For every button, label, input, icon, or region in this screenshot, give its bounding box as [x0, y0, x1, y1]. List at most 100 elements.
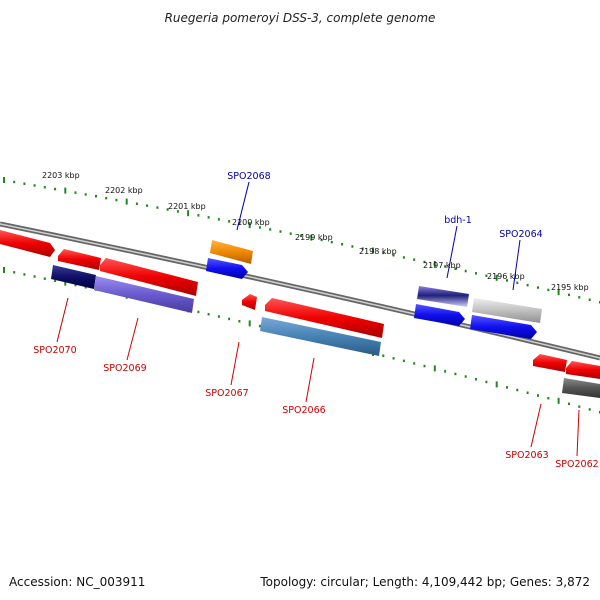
minor-tick [588, 298, 591, 301]
minor-tick [176, 210, 179, 213]
minor-tick [217, 218, 220, 221]
label-leader-lines [56, 181, 580, 457]
major-tick [433, 261, 436, 267]
gene-arrow[interactable] [100, 258, 198, 296]
scale-label: 2202 kbp [105, 186, 143, 195]
backbone-highlight [0, 223, 600, 359]
minor-tick [485, 274, 488, 277]
leader-line [530, 403, 542, 448]
gene-label-spo2068[interactable]: SPO2068 [227, 171, 270, 182]
minor-tick [156, 206, 159, 209]
forward-tick-track [3, 177, 600, 304]
minor-tick [506, 386, 508, 389]
leader-line [230, 341, 240, 386]
minor-tick [166, 208, 169, 211]
minor-tick [228, 317, 231, 321]
major-tick [557, 289, 560, 296]
minor-tick [320, 238, 323, 242]
gene-label-spo2063[interactable]: SPO2063 [505, 450, 548, 461]
minor-tick [330, 240, 333, 244]
major-tick [310, 234, 313, 241]
minor-tick [33, 184, 36, 187]
gene-label-spo2067[interactable]: SPO2067 [205, 388, 248, 399]
minor-tick [197, 214, 200, 217]
major-tick [187, 210, 190, 217]
leader-line [576, 409, 580, 457]
minor-tick [43, 186, 46, 189]
minor-tick [537, 286, 539, 289]
gene-arrow[interactable] [533, 354, 567, 372]
leader-line [512, 239, 521, 291]
minor-tick [454, 267, 457, 270]
minor-tick [228, 220, 231, 223]
minor-tick [568, 402, 570, 406]
minor-tick [485, 380, 488, 384]
minor-tick [207, 313, 210, 316]
minor-tick [516, 281, 519, 285]
gene-features [0, 230, 600, 398]
gene-arrow[interactable] [265, 298, 384, 338]
gene-arrow[interactable] [566, 361, 600, 379]
gene-label-spo2069[interactable]: SPO2069 [103, 363, 146, 374]
scale-label: 2200 kbp [232, 218, 270, 227]
scale-label: 2197 kbp [423, 261, 461, 270]
gene-label-bdh-1[interactable]: bdh-1 [444, 215, 472, 226]
minor-tick [361, 247, 364, 250]
scale-labels: 2203 kbp 2202 kbp 2201 kbp 2200 kbp 2199… [42, 171, 589, 292]
minor-tick [578, 405, 581, 408]
gene-block[interactable] [417, 286, 469, 307]
gene-arrow[interactable] [470, 315, 537, 339]
minor-tick [588, 408, 591, 411]
minor-tick [23, 182, 26, 185]
gene-block[interactable] [210, 240, 253, 264]
minor-tick [413, 258, 416, 261]
minor-tick [444, 370, 447, 373]
minor-tick [537, 394, 539, 397]
minor-tick [526, 283, 529, 287]
minor-tick [516, 388, 519, 392]
gene-block[interactable] [94, 276, 194, 313]
gene-arrow[interactable] [0, 230, 55, 257]
minor-tick [197, 310, 200, 314]
minor-tick [54, 279, 57, 282]
major-tick [3, 177, 5, 183]
gene-block[interactable] [260, 317, 381, 356]
minor-tick [258, 226, 261, 229]
minor-tick [341, 243, 344, 246]
minor-tick [526, 391, 529, 394]
minor-tick [23, 273, 26, 276]
scale-label: 2195 kbp [551, 283, 589, 292]
gene-block[interactable] [562, 378, 600, 398]
gene-arrow[interactable] [206, 258, 248, 279]
gene-block[interactable] [51, 265, 96, 289]
minor-tick [423, 260, 426, 264]
minor-tick [444, 265, 447, 268]
gene-label-spo2066[interactable]: SPO2066 [282, 405, 325, 416]
scale-label: 2196 kbp [487, 272, 525, 281]
gene-label-spo2064[interactable]: SPO2064 [499, 229, 542, 240]
map-title: Ruegeria pomeroyi DSS-3, complete genome [165, 11, 436, 25]
minor-tick [279, 230, 282, 233]
minor-tick [402, 256, 405, 259]
minor-tick [392, 357, 395, 360]
gene-block[interactable] [472, 298, 542, 323]
gene-arrow[interactable] [242, 294, 257, 310]
minor-tick [289, 232, 292, 235]
minor-tick [54, 187, 57, 191]
gene-label-spo2062[interactable]: SPO2062 [555, 459, 598, 470]
minor-tick [464, 375, 467, 378]
gene-label-spo2070[interactable]: SPO2070 [33, 345, 76, 356]
minor-tick [392, 254, 395, 257]
major-tick [125, 198, 128, 205]
minor-tick [115, 198, 118, 202]
gene-arrow[interactable] [414, 304, 465, 326]
major-tick [248, 320, 251, 327]
gene-arrow[interactable] [58, 249, 101, 270]
minor-tick [238, 320, 241, 323]
minor-tick [454, 372, 457, 376]
leader-line [305, 357, 315, 403]
minor-tick [207, 216, 210, 219]
minor-tick [238, 222, 241, 225]
minor-tick [351, 245, 354, 248]
